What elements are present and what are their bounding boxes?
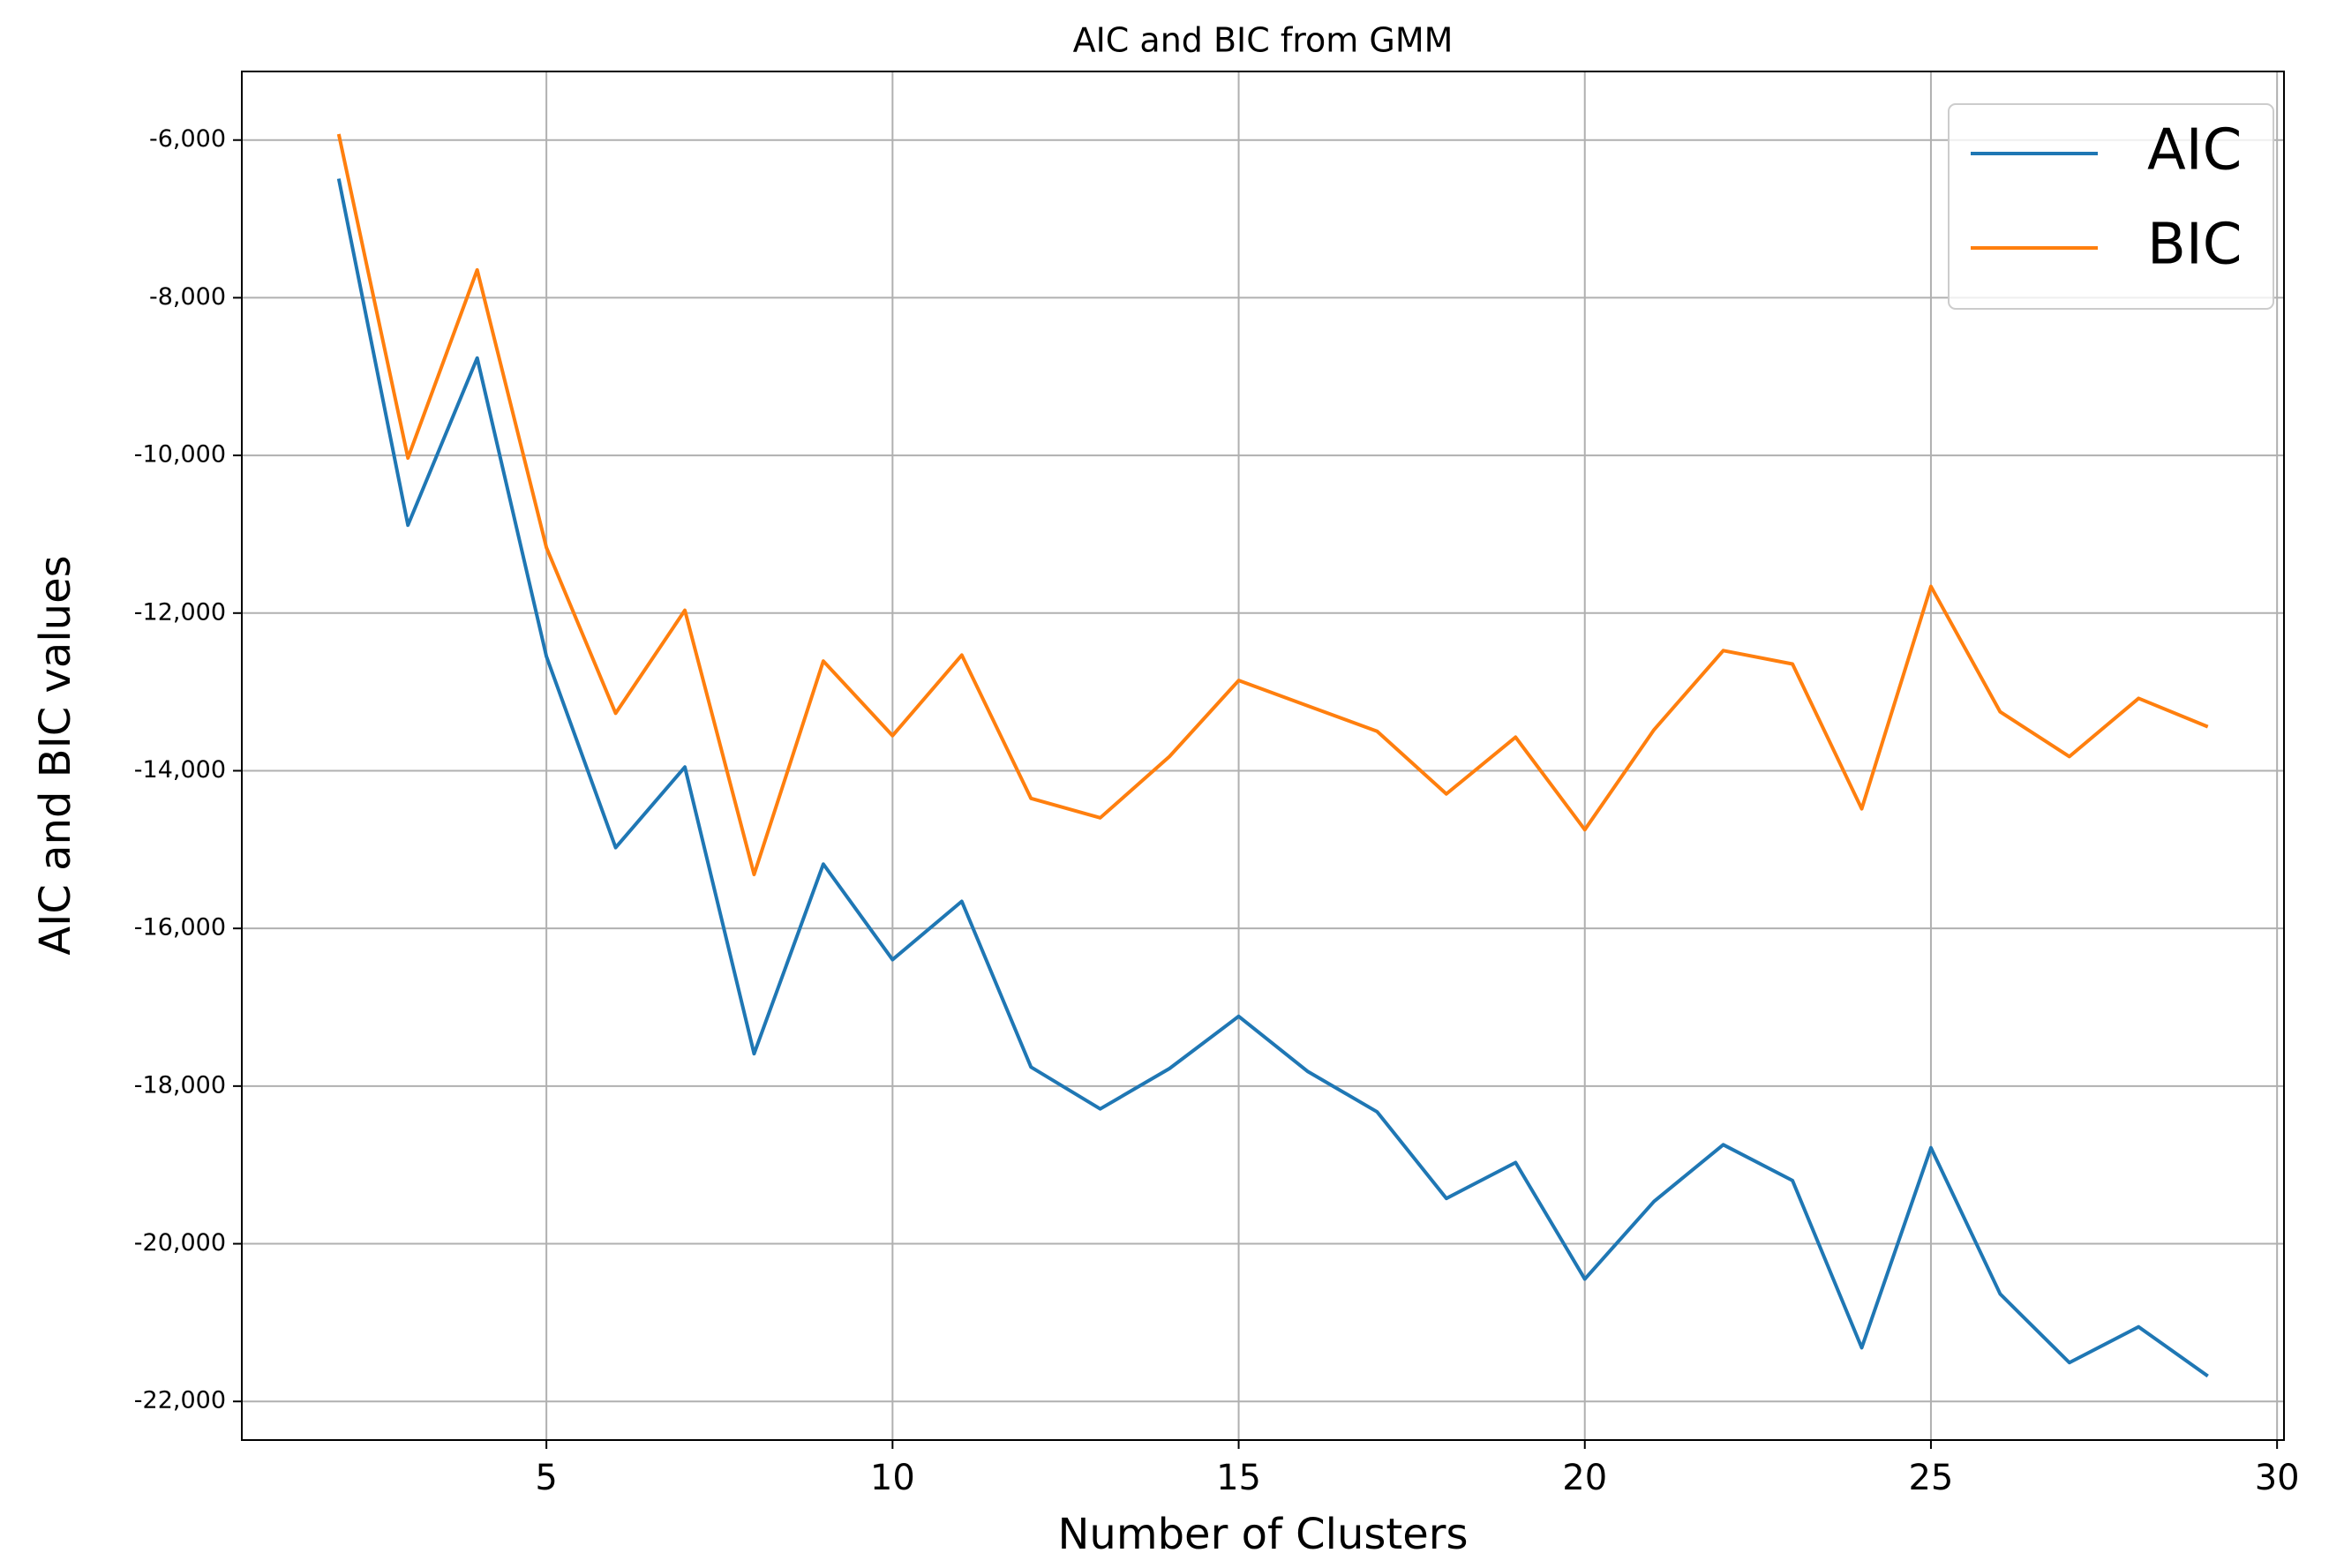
x-tick-label: 30 [2255, 1458, 2300, 1498]
y-tick-label: -10,000 [134, 441, 226, 469]
y-axis-label: AIC and BIC values [31, 555, 80, 955]
y-tick-label: -16,000 [134, 914, 226, 942]
y-tick-label: -22,000 [134, 1387, 226, 1414]
y-tick-label: -12,000 [134, 598, 226, 626]
y-tick-label: -6,000 [149, 125, 226, 153]
plot-frame [241, 71, 2285, 1441]
y-tick-label: -14,000 [134, 756, 226, 784]
x-axis-label: Number of Clusters [1058, 1510, 1469, 1559]
chart-title: AIC and BIC from GMM [1073, 21, 1454, 60]
x-tick-label: 10 [870, 1458, 915, 1498]
data-line [336, 133, 2209, 877]
legend-label: AIC [2147, 118, 2242, 184]
y-tick-label: -8,000 [149, 283, 226, 311]
x-tick-label: 15 [1216, 1458, 1261, 1498]
legend-label: BIC [2147, 213, 2242, 278]
y-tick-label: -20,000 [134, 1229, 226, 1257]
y-tick-label: -18,000 [134, 1071, 226, 1099]
x-tick-label: 5 [535, 1458, 557, 1498]
data-line [336, 178, 2209, 1378]
x-tick-label: 25 [1908, 1458, 1953, 1498]
x-tick-label: 20 [1562, 1458, 1607, 1498]
